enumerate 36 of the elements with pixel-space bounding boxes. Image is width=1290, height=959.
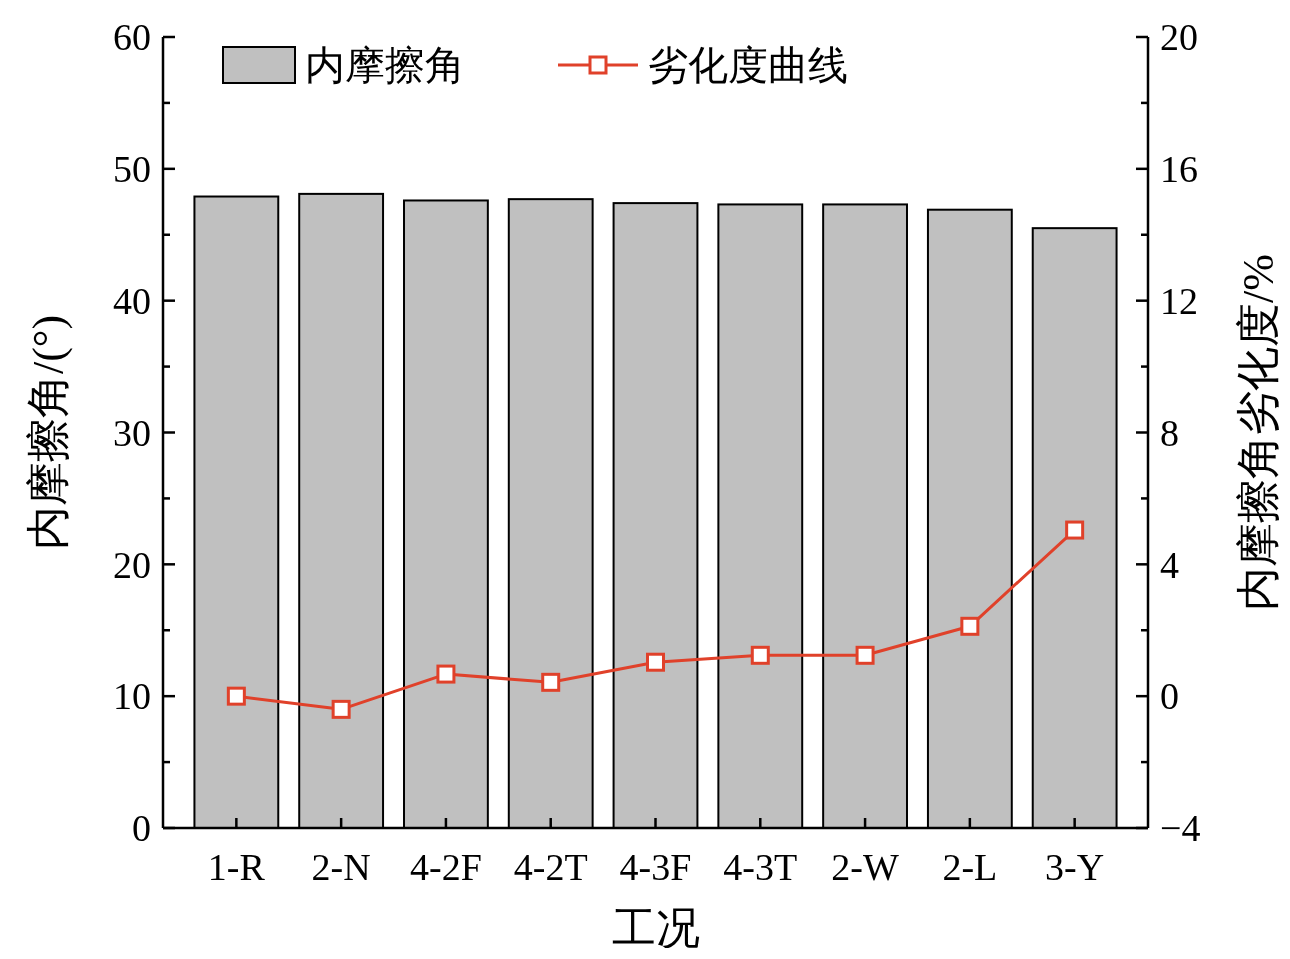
- x-tick-label: 4-3F: [619, 846, 692, 888]
- y2-tick-label: 12: [1160, 279, 1198, 322]
- y2-tick-label: 16: [1160, 148, 1198, 191]
- legend-label: 内摩擦角: [305, 43, 465, 88]
- point: [750, 645, 770, 665]
- point: [541, 672, 561, 692]
- legend-label: 劣化度曲线: [648, 43, 848, 88]
- point: [646, 652, 665, 672]
- point: [226, 686, 246, 706]
- y2-axis-title: 内摩擦角劣化度/%: [1234, 254, 1283, 611]
- x-tick-label: 4-2T: [513, 846, 588, 888]
- y-axis-title: 内摩擦角/(°): [24, 314, 73, 551]
- y2-tick-label: 0: [1160, 675, 1179, 718]
- x-tick-label: 2-W: [831, 846, 899, 888]
- y-tick-label: 60: [113, 16, 151, 59]
- y-tick-label: 50: [113, 148, 151, 191]
- x-tick-label: 2-N: [311, 846, 371, 888]
- y2-tick-label: −4: [1160, 807, 1201, 850]
- y-tick-label: 40: [113, 279, 151, 322]
- point: [1065, 520, 1085, 540]
- point: [855, 645, 875, 665]
- x-tick-label: 4-2F: [410, 846, 482, 888]
- x-tick-label: 2-L: [942, 846, 998, 888]
- y-tick-label: 0: [132, 807, 151, 850]
- point: [331, 699, 351, 719]
- point: [960, 616, 980, 636]
- y2-tick-label: 8: [1160, 411, 1179, 454]
- point: [436, 664, 456, 684]
- x-tick-label: 4-3T: [723, 846, 798, 888]
- x-tick-label: 1-R: [207, 846, 266, 888]
- x-tick-label: 3-Y: [1045, 846, 1105, 888]
- y-tick-label: 20: [113, 543, 151, 586]
- y-tick-label: 10: [113, 675, 151, 718]
- y2-tick-label: 4: [1160, 543, 1179, 586]
- y2-tick-label: 20: [1160, 16, 1198, 59]
- y-tick-label: 30: [113, 411, 151, 454]
